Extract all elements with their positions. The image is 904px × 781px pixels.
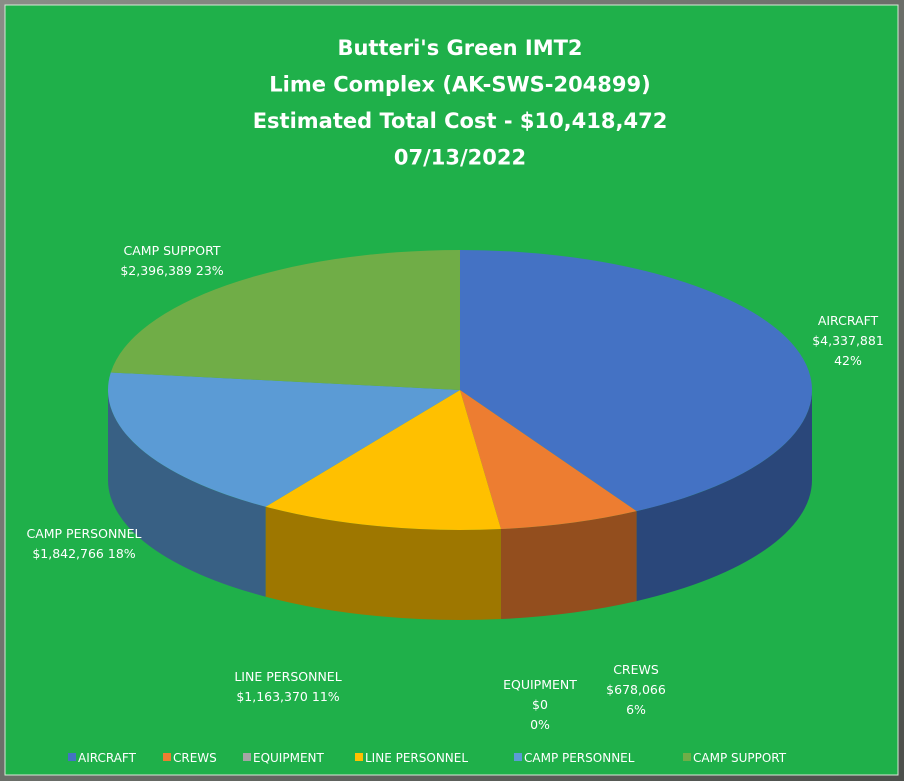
label-category: LINE PERSONNEL	[234, 669, 341, 684]
slice	[265, 390, 501, 531]
legend-swatch	[243, 753, 251, 761]
legend-label: CREWS	[173, 751, 217, 765]
data-label: $1,163,370 11%	[236, 689, 339, 704]
slice	[460, 250, 812, 512]
slice-side	[265, 506, 501, 621]
label-category: CAMP PERSONNEL	[26, 526, 141, 541]
data-label: $4,337,881	[812, 333, 884, 348]
data-label: CAMP PERSONNEL	[26, 526, 141, 541]
legend-swatch	[355, 753, 363, 761]
chart-title: Lime Complex (AK-SWS-204899)	[269, 73, 650, 97]
label-value: 18%	[108, 546, 136, 561]
data-label: EQUIPMENT	[503, 677, 577, 692]
label-category: EQUIPMENT	[503, 677, 577, 692]
label-category: CAMP SUPPORT	[124, 243, 221, 258]
data-label: LINE PERSONNEL	[234, 669, 341, 684]
slice-side	[636, 390, 812, 602]
slice	[110, 249, 461, 390]
data-label: CREWS	[613, 662, 659, 677]
label-category: CREWS	[613, 662, 659, 677]
label-value: $0	[532, 697, 548, 712]
slice	[460, 390, 637, 530]
label-value: $678,066	[606, 682, 666, 697]
legend-swatch	[683, 753, 691, 761]
slice	[107, 372, 460, 507]
data-label: 42%	[834, 353, 862, 368]
chart-title: Butteri's Green IMT2	[337, 36, 582, 60]
label-value: 42%	[834, 353, 862, 368]
data-label: $0	[532, 697, 548, 712]
slice-side	[107, 390, 266, 597]
legend-swatch	[68, 753, 76, 761]
label-value: 0%	[530, 717, 550, 732]
data-label: CAMP SUPPORT	[124, 243, 221, 258]
data-label: $2,396,389 23%	[120, 263, 223, 278]
label-value: 6%	[626, 702, 646, 717]
label-value: $1,163,370	[236, 689, 308, 704]
legend-label: CAMP PERSONNEL	[524, 751, 635, 765]
legend-swatch	[163, 753, 171, 761]
legend-label: AIRCRAFT	[78, 751, 137, 765]
label-value: 23%	[196, 263, 224, 278]
label-value: $4,337,881	[812, 333, 884, 348]
label-category: AIRCRAFT	[818, 313, 879, 328]
legend-swatch	[514, 753, 522, 761]
chart-title: Estimated Total Cost - $10,418,472	[253, 109, 668, 133]
label-value: $2,396,389	[120, 263, 192, 278]
legend-label: EQUIPMENT	[253, 751, 324, 765]
legend-label: LINE PERSONNEL	[365, 751, 468, 765]
chart-title: 07/13/2022	[394, 146, 526, 170]
legend-label: CAMP SUPPORT	[693, 751, 787, 765]
data-label: AIRCRAFT	[818, 313, 879, 328]
label-value: $1,842,766	[32, 546, 104, 561]
data-label: 6%	[626, 702, 646, 717]
label-value: 11%	[312, 689, 340, 704]
data-label: $678,066	[606, 682, 666, 697]
data-label: 0%	[530, 717, 550, 732]
data-label: $1,842,766 18%	[32, 546, 135, 561]
slice-side	[500, 511, 637, 620]
